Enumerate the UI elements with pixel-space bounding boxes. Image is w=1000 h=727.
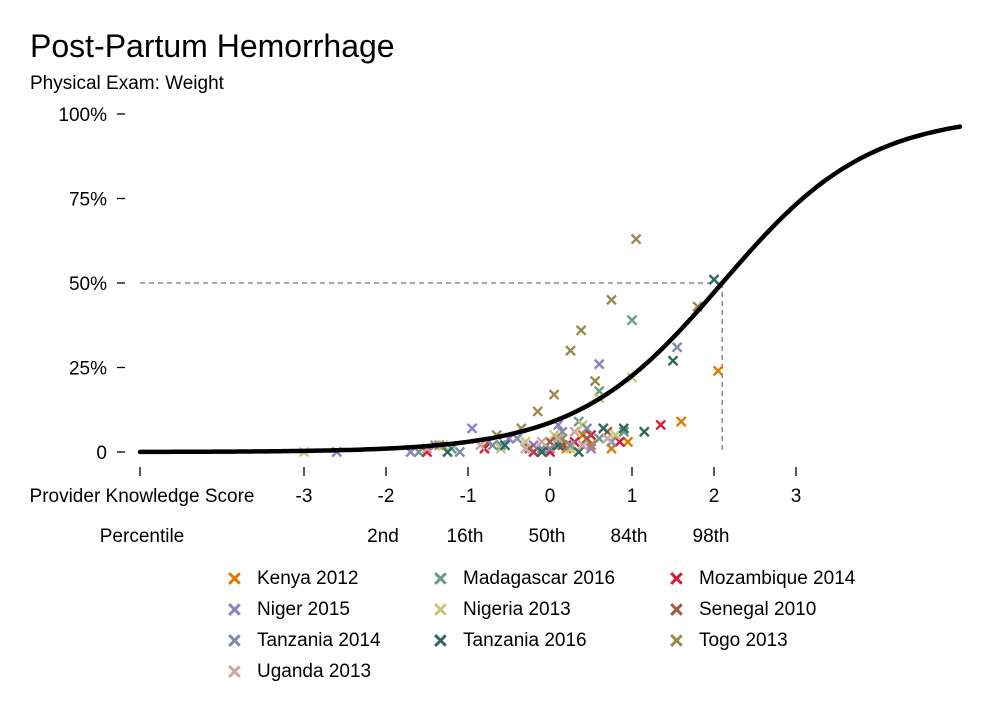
percentile-tick-label: 98th — [693, 526, 730, 547]
legend-label: Nigeria 2013 — [463, 598, 571, 620]
legend-item: Tanzania 2014 — [225, 628, 431, 653]
legend-marker-icon — [225, 632, 243, 650]
chart-subtitle: Physical Exam: Weight — [30, 73, 224, 94]
y-tick-label: 75% — [69, 190, 107, 211]
x-tick-label: 0 — [545, 486, 556, 507]
legend-label: Niger 2015 — [257, 598, 350, 620]
data-point — [671, 341, 683, 353]
data-point — [581, 422, 593, 434]
percentile-label: Percentile — [100, 526, 185, 547]
data-point — [630, 233, 642, 245]
data-point — [712, 365, 724, 377]
axes: 0 25% 50% 75% 100% -3 -2 -1 0 1 2 3 Provider Knowled… — [30, 105, 802, 547]
legend-item: Uganda 2013 — [225, 659, 431, 684]
data-point — [536, 436, 548, 448]
data-point — [581, 433, 593, 444]
x-tick-label: 3 — [791, 486, 802, 507]
data-point — [585, 443, 597, 454]
data-point — [520, 443, 531, 454]
x-tick-label: 1 — [627, 486, 638, 507]
x-tick-label: 2 — [709, 486, 720, 507]
data-point — [487, 439, 498, 451]
data-point — [532, 406, 544, 417]
data-point — [536, 446, 548, 458]
data-point — [565, 345, 576, 356]
data-points — [298, 233, 724, 458]
data-point — [552, 433, 564, 444]
data-point — [638, 426, 650, 438]
legend-item: Niger 2015 — [225, 597, 431, 622]
data-point — [708, 274, 720, 285]
data-point — [573, 446, 585, 458]
data-point — [675, 416, 687, 427]
legend-marker-icon — [667, 601, 685, 619]
data-point — [454, 446, 466, 458]
x-tick-label: -2 — [378, 486, 395, 507]
data-point — [597, 422, 609, 434]
legend-label: Mozambique 2014 — [699, 567, 856, 589]
legend-label: Togo 2013 — [699, 629, 788, 651]
data-point — [622, 436, 634, 448]
legend: Kenya 2012 Madagascar 2016 Mozambique 2014… — [225, 566, 925, 684]
legend-label: Uganda 2013 — [257, 660, 372, 682]
data-point — [614, 436, 626, 448]
y-tick-label: 25% — [69, 359, 107, 380]
legend-label: Senegal 2010 — [699, 598, 817, 620]
legend-marker-icon — [431, 570, 449, 588]
data-point — [569, 426, 580, 438]
x-tick-label: -3 — [296, 486, 313, 507]
legend-item: Mozambique 2014 — [667, 566, 907, 591]
y-tick-label: 50% — [69, 274, 107, 295]
fitted-curve — [137, 124, 963, 455]
percentile-tick-label: 2nd — [367, 526, 399, 547]
percentile-tick-label: 16th — [447, 526, 484, 547]
y-tick-label: 100% — [58, 105, 107, 126]
logistic-curve — [137, 124, 963, 455]
data-point — [618, 426, 630, 438]
scatter-chart: 0 25% 50% 75% 100% -3 -2 -1 0 1 2 3 Provider Knowled… — [30, 105, 963, 547]
legend-marker-icon — [431, 632, 449, 650]
data-point — [548, 389, 560, 400]
data-point — [602, 433, 613, 444]
chart-title: Post-Partum Hemorrhage — [30, 28, 395, 64]
legend-item: Togo 2013 — [667, 628, 907, 653]
legend-label: Tanzania 2016 — [463, 629, 587, 651]
data-point — [626, 314, 638, 326]
data-point — [577, 439, 589, 451]
data-point — [667, 355, 679, 367]
x-axis-label: Provider Knowledge Score — [30, 486, 255, 507]
reference-lines — [140, 282, 723, 452]
data-point — [589, 375, 601, 387]
legend-item: Kenya 2012 — [225, 566, 431, 591]
data-point — [593, 358, 605, 370]
legend-label: Kenya 2012 — [257, 567, 359, 589]
data-point — [655, 419, 667, 431]
legend-item: Tanzania 2016 — [431, 628, 667, 653]
percentile-tick-label: 84th — [611, 526, 648, 547]
data-point — [565, 443, 576, 454]
legend-item: Madagascar 2016 — [431, 566, 667, 591]
data-point — [524, 443, 535, 454]
legend-marker-icon — [431, 601, 449, 619]
legend-marker-icon — [667, 632, 685, 650]
data-point — [556, 433, 568, 444]
data-point — [606, 294, 617, 306]
y-tick-label: 0 — [96, 443, 107, 464]
data-point — [575, 324, 587, 336]
data-point — [499, 439, 511, 451]
legend-label: Tanzania 2014 — [257, 629, 381, 651]
legend-marker-icon — [225, 663, 243, 681]
legend-marker-icon — [225, 601, 243, 619]
data-point — [466, 422, 478, 434]
legend-item: Senegal 2010 — [667, 597, 907, 622]
legend-marker-icon — [667, 570, 685, 588]
legend-marker-icon — [225, 570, 243, 588]
legend-item: Nigeria 2013 — [431, 597, 667, 622]
x-tick-label: -1 — [460, 486, 477, 507]
percentile-tick-label: 50th — [529, 526, 566, 547]
legend-label: Madagascar 2016 — [463, 567, 616, 589]
data-point — [618, 422, 630, 434]
